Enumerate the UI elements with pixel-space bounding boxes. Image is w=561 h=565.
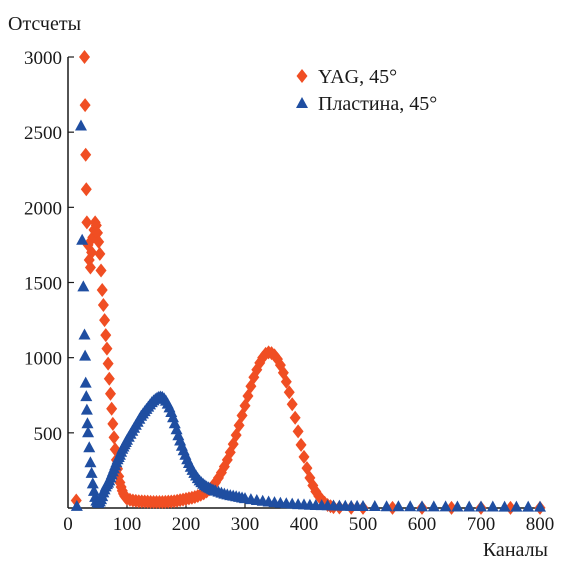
plate-point bbox=[534, 500, 546, 512]
y-tick-label: 3000 bbox=[24, 48, 62, 69]
plate-point bbox=[498, 500, 511, 512]
yag-point bbox=[86, 245, 98, 260]
y-tick-label: 2500 bbox=[24, 123, 62, 144]
yag-point bbox=[84, 260, 96, 275]
plate-point bbox=[170, 423, 183, 435]
plate-point bbox=[76, 233, 89, 245]
yag-point bbox=[93, 234, 105, 249]
y-tick-label: 1500 bbox=[24, 274, 62, 295]
yag-point bbox=[96, 283, 108, 298]
legend-label-yag: YAG, 45° bbox=[318, 66, 397, 88]
plate-point bbox=[70, 499, 83, 511]
x-tick-label: 700 bbox=[467, 514, 496, 535]
y-tick-label: 2000 bbox=[24, 198, 62, 219]
plate-point bbox=[522, 500, 535, 512]
x-tick-label: 200 bbox=[172, 514, 201, 535]
series-yag bbox=[70, 50, 546, 515]
plate-point bbox=[80, 403, 93, 415]
plate-point bbox=[77, 280, 90, 292]
yag-point bbox=[283, 385, 295, 400]
plate-point bbox=[392, 500, 405, 512]
y-tick-label: 500 bbox=[34, 424, 63, 445]
plate-point bbox=[167, 411, 180, 423]
plate-point bbox=[84, 456, 97, 468]
legend-marker-yag bbox=[296, 69, 308, 83]
plate-point bbox=[475, 500, 487, 512]
plate-point bbox=[78, 328, 91, 340]
plate-point bbox=[486, 500, 499, 512]
plate-point bbox=[416, 500, 428, 512]
x-tick-label: 600 bbox=[408, 514, 437, 535]
legend: YAG, 45° Пластина, 45° bbox=[296, 66, 437, 115]
plate-point bbox=[79, 349, 92, 361]
plate-point bbox=[451, 500, 464, 512]
plate-point bbox=[368, 500, 381, 512]
x-tick-label: 0 bbox=[63, 514, 73, 535]
yag-point bbox=[107, 416, 119, 431]
plate-point bbox=[439, 500, 452, 512]
yag-point bbox=[106, 401, 118, 416]
plate-point bbox=[427, 500, 440, 512]
plate-point bbox=[74, 119, 87, 131]
x-tick-label: 100 bbox=[113, 514, 142, 535]
yag-point bbox=[81, 215, 93, 230]
series-plate bbox=[70, 119, 546, 512]
yag-point bbox=[295, 437, 307, 452]
y-tick-label: 1000 bbox=[24, 349, 62, 370]
plate-point bbox=[82, 426, 95, 438]
yag-point bbox=[92, 225, 103, 240]
x-tick-label: 500 bbox=[349, 514, 378, 535]
x-tick-label: 800 bbox=[526, 514, 555, 535]
ticks: 0 100 200 300 400 500 600 700 800 500 1000 1500 2000… bbox=[24, 48, 554, 535]
plate-point bbox=[510, 500, 523, 512]
yag-point bbox=[103, 371, 115, 386]
plate-point bbox=[87, 484, 100, 496]
plate-point bbox=[79, 376, 92, 388]
plate-point bbox=[80, 390, 93, 402]
plate-point bbox=[463, 500, 476, 512]
yag-point bbox=[80, 182, 92, 197]
plate-point bbox=[83, 441, 96, 453]
yag-point bbox=[298, 449, 310, 464]
yag-point bbox=[99, 313, 111, 328]
plate-point bbox=[81, 417, 94, 429]
yag-point bbox=[286, 397, 298, 412]
yag-point bbox=[289, 410, 301, 425]
yag-point bbox=[79, 98, 91, 113]
yag-point bbox=[94, 246, 106, 261]
x-tick-label: 300 bbox=[231, 514, 260, 535]
plate-point bbox=[357, 500, 369, 512]
yag-point bbox=[80, 147, 92, 162]
yag-point bbox=[292, 424, 304, 439]
series-layer bbox=[70, 50, 546, 515]
plate-point bbox=[404, 500, 417, 512]
yag-point bbox=[108, 430, 120, 445]
plate-point bbox=[85, 466, 98, 478]
plate-point bbox=[380, 500, 393, 512]
plate-point bbox=[168, 417, 181, 429]
yag-point bbox=[95, 263, 107, 278]
x-axis-title: Каналы bbox=[483, 539, 548, 561]
yag-point bbox=[101, 341, 113, 356]
legend-label-plate: Пластина, 45° bbox=[318, 93, 437, 115]
plate-point bbox=[86, 477, 99, 489]
axes bbox=[67, 57, 540, 509]
yag-point bbox=[280, 374, 292, 389]
x-tick-label: 400 bbox=[290, 514, 319, 535]
yag-point bbox=[97, 298, 109, 313]
yag-point bbox=[100, 328, 112, 343]
yag-point bbox=[102, 356, 114, 371]
yag-point bbox=[79, 50, 91, 64]
yag-point bbox=[387, 500, 398, 515]
y-axis-title: Отсчеты bbox=[8, 13, 81, 35]
yag-point bbox=[104, 386, 116, 401]
legend-marker-plate bbox=[296, 97, 308, 108]
